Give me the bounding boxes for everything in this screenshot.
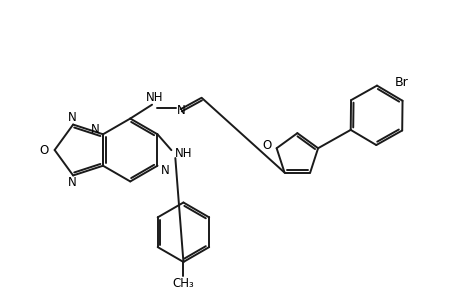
Text: O: O (262, 139, 271, 152)
Text: N: N (91, 123, 100, 136)
Text: N: N (67, 176, 76, 189)
Text: N: N (67, 111, 76, 124)
Text: NH: NH (146, 91, 163, 104)
Text: N: N (176, 104, 185, 117)
Text: NH: NH (174, 147, 191, 160)
Text: Br: Br (394, 76, 408, 89)
Text: O: O (39, 143, 49, 157)
Text: CH₃: CH₃ (172, 277, 194, 290)
Text: N: N (161, 164, 169, 177)
